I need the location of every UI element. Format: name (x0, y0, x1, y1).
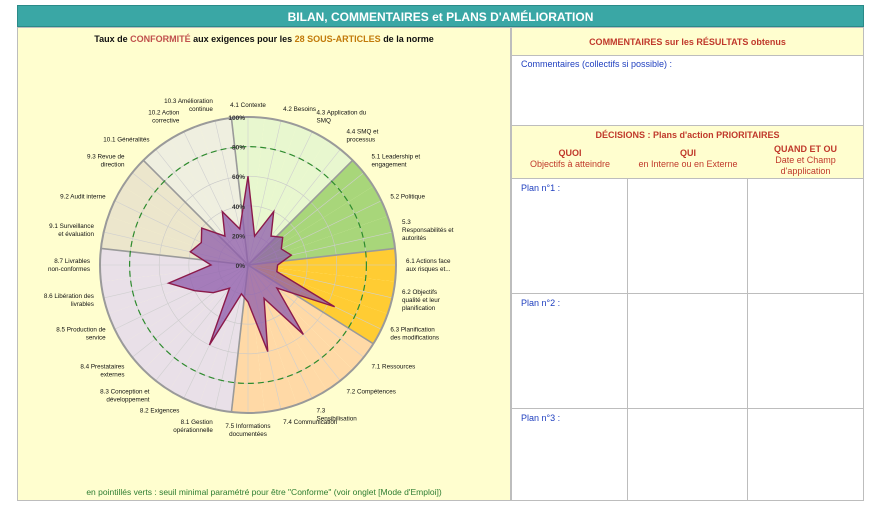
col-header-quoi-title: QUOI (558, 148, 582, 158)
radar-category-label: 6.3 Planification des modifications (390, 327, 439, 342)
col-header-quoi-sub: Objectifs à atteindre (529, 159, 611, 169)
radar-category-label: 5.2 Politique (390, 193, 425, 200)
col-header-qui-sub: en Interne ou en Externe (638, 159, 738, 169)
comments-header: COMMENTAIRES sur les RÉSULTATS obtenus (512, 28, 863, 56)
radar-category-label: 8.4 Prestataires externes (80, 364, 124, 379)
radar-category-label: 8.3 Conception et développement (100, 389, 150, 404)
radar-category-label: 4.2 Besoins (283, 106, 316, 113)
chart-title-highlight: 28 SOUS-ARTICLES (294, 34, 381, 44)
chart-title-highlight: CONFORMITÉ (130, 34, 191, 44)
radar-category-label: 9.2 Audit interne (60, 193, 106, 200)
col-header-quand-sub: Date et Champ (775, 155, 836, 165)
conformity-chart-panel: 0% 20% 40% 60% 80% 100% 4.1 Contexte 4.2 Besoin… (17, 27, 511, 501)
plan-row: Plan n°2 : (512, 294, 863, 409)
radar-outer-border (99, 116, 397, 414)
radar-category-label: 5.1 Leadership et engagement (372, 153, 421, 168)
radar-tick-label: 80% (232, 145, 245, 152)
col-header-qui-title: QUI (679, 148, 696, 158)
radar-category-label: 9.1 Surveillance et évaluation (49, 223, 94, 238)
radar-tick-label: 0% (236, 263, 246, 270)
col-header-quoi: QUOI Objectifs à atteindre (512, 148, 628, 170)
radar-category-label: 8.1 Gestion opérationnelle (173, 419, 213, 434)
plan-label: Plan n°1 : (521, 183, 561, 193)
radar-category-label: 10.2 Action corrective (148, 110, 180, 125)
radar-category-label: 7.2 Compétences (347, 389, 396, 396)
radar-category-label: 10.3 Amélioration continue (164, 98, 213, 113)
col-header-qui: QUI en Interne ou en Externe (628, 148, 748, 170)
conformity-series-area (166, 176, 336, 352)
radar-tick-label: 20% (232, 233, 245, 240)
plan-quoi-cell[interactable]: Plan n°1 : (512, 179, 628, 293)
comments-decisions-panel: COMMENTAIRES sur les RÉSULTATS obtenus C… (511, 27, 864, 501)
radar-tick-label: 40% (232, 204, 245, 211)
radar-category-label: 5.3 Responsabilités et autorités (402, 219, 454, 242)
radar-category-label: 4.1 Contexte (230, 102, 266, 109)
plan-qui-cell[interactable] (628, 294, 748, 408)
radar-category-label: 10.1 Généralités (103, 136, 149, 143)
chart-title-part: de la norme (380, 34, 434, 44)
radar-category-label: 7.4 Communication (283, 419, 338, 426)
radar-category-label: 6.1 Actions face aux risques et... (406, 258, 451, 273)
radar-category-label: 4.3 Application du SMQ (317, 110, 367, 125)
chart-title-part: aux exigences pour les (190, 34, 295, 44)
radar-category-label: 9.3 Revue de direction (87, 153, 125, 168)
threshold-circle (128, 145, 368, 385)
radar-tick-label: 100% (228, 115, 245, 122)
radar-chart: 0% 20% 40% 60% 80% 100% 4.1 Contexte 4.2 Besoin… (44, 98, 454, 438)
col-header-quand-title: QUAND ET OU (774, 144, 837, 154)
page-banner: BILAN, COMMENTAIRES et PLANS D'AMÉLIORAT… (17, 5, 864, 27)
radar-category-label: 7.5 Informations documentées (225, 423, 270, 438)
radar-sector (143, 139, 248, 265)
chart-title-part: Taux de (94, 34, 131, 44)
radar-category-label: 8.5 Production de service (56, 327, 106, 342)
plan-quand-cell[interactable] (748, 294, 863, 408)
plan-label: Plan n°3 : (521, 413, 561, 423)
chart-title: Taux de CONFORMITÉ aux exigences pour le… (18, 34, 510, 44)
plan-quand-cell[interactable] (748, 409, 863, 500)
decisions-title: DÉCISIONS : Plans d'action PRIORITAIRES (595, 130, 780, 140)
radar-category-label: 8.6 Libération des livrables (44, 293, 94, 308)
plan-qui-cell[interactable] (628, 409, 748, 500)
radar-category-label: 7.3 Sensibilisation (317, 407, 358, 422)
threshold-footnote: en pointillés verts : seuil minimal para… (86, 487, 442, 497)
radar-sector (143, 265, 248, 391)
radar-category-label: 4.4 SMQ et processus (347, 128, 379, 143)
decisions-header: DÉCISIONS : Plans d'action PRIORITAIRES … (512, 125, 863, 179)
comments-label: Commentaires (collectifs si possible) : (521, 59, 673, 69)
radar-sector (248, 186, 388, 265)
radar-category-label: 8.2 Exigences (140, 407, 180, 414)
radar-tick-label: 60% (232, 174, 245, 181)
radar-category-label: 6.2 Objectifs qualité et leur planificatio… (402, 289, 440, 312)
plan-qui-cell[interactable] (628, 179, 748, 293)
radar-sector (248, 139, 353, 265)
plan-row: Plan n°1 : (512, 179, 863, 294)
plan-quoi-cell[interactable]: Plan n°3 : (512, 409, 628, 500)
plan-quand-cell[interactable] (748, 179, 863, 293)
radar-category-label: 8.7 Livrables non-conformes (48, 258, 90, 273)
plan-row: Plan n°3 : (512, 409, 863, 500)
plan-label: Plan n°2 : (521, 298, 561, 308)
radar-category-label: 7.1 Ressources (372, 364, 416, 371)
col-header-quand-sub2: d'application (780, 166, 831, 176)
plan-quoi-cell[interactable]: Plan n°2 : (512, 294, 628, 408)
col-header-quand: QUAND ET OU Date et Champ d'application (748, 144, 863, 177)
